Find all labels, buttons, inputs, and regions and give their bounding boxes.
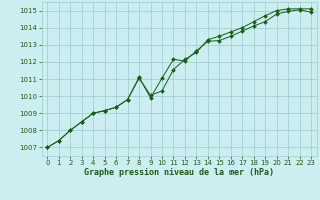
X-axis label: Graphe pression niveau de la mer (hPa): Graphe pression niveau de la mer (hPa)	[84, 168, 274, 177]
